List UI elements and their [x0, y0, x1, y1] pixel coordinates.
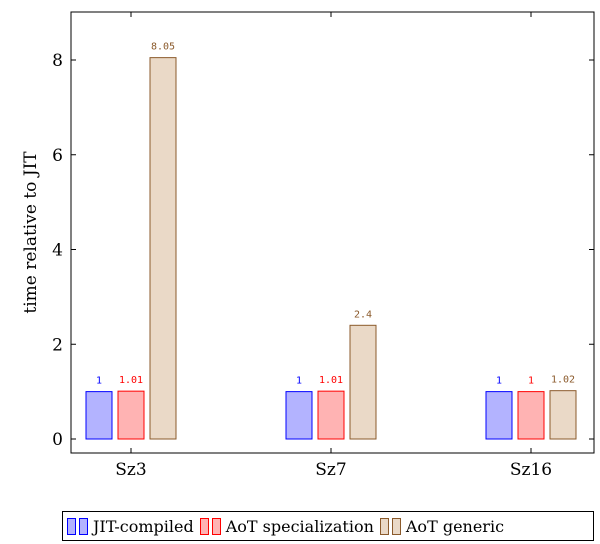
bar-value-label: 1.01	[119, 375, 143, 386]
y-tick-label: 0	[52, 430, 63, 450]
bar-value-label: 1.01	[319, 375, 343, 386]
y-tick-label: 4	[52, 241, 63, 261]
bar	[117, 390, 145, 440]
bar-value-label: 1	[528, 376, 534, 387]
plot-frame	[70, 11, 595, 454]
bar	[285, 391, 313, 440]
bar-value-label: 1.02	[551, 375, 575, 386]
y-axis-title: time relative to JIT	[21, 151, 41, 314]
legend: JIT-compiled AoT specialization AoT gene…	[62, 511, 594, 541]
legend-swatch-aot-gen-2	[391, 517, 401, 535]
legend-label-aot-specialization: AoT specialization	[225, 516, 374, 536]
bar-value-label: 8.05	[151, 42, 175, 53]
bar-value-label: 1	[96, 376, 102, 387]
bars	[85, 57, 577, 440]
legend-entry-jit: JIT-compiled	[67, 517, 194, 536]
x-tick-label: Sz16	[510, 460, 552, 480]
bar	[485, 391, 513, 440]
bar	[149, 57, 177, 440]
bar	[349, 324, 377, 440]
data-labels: 1 1 1 1.01 1.01 1 8.05 2.4 1.02	[96, 42, 575, 387]
bar	[549, 390, 577, 440]
y-tick-label: 2	[52, 335, 63, 355]
legend-swatch-jit-1	[67, 517, 76, 535]
legend-label-aot-generic: AoT generic	[405, 516, 505, 536]
bar	[517, 391, 545, 440]
legend-swatch-jit-2	[79, 517, 88, 535]
bar-value-label: 1	[496, 376, 502, 387]
legend-entry-aot-specialization: AoT specialization	[199, 516, 374, 536]
axes	[70, 11, 595, 454]
y-tick-label: 8	[52, 51, 63, 71]
tick-labels: 0 2 4 6 8 Sz3 Sz7 Sz16	[52, 51, 552, 480]
x-tick-label: Sz7	[315, 460, 346, 480]
legend-swatch-aot-spec-2	[211, 517, 221, 535]
legend-label-jit: JIT-compiled	[93, 516, 194, 536]
legend-entry-aot-generic: AoT generic	[379, 516, 505, 536]
legend-swatch-aot-gen-1	[379, 517, 389, 535]
y-tick-label: 6	[52, 146, 63, 166]
legend-swatch-aot-spec-1	[199, 517, 209, 535]
bar	[85, 391, 113, 440]
bar	[317, 390, 345, 440]
bar-value-label: 1	[296, 376, 302, 387]
x-tick-label: Sz3	[115, 460, 146, 480]
bar-value-label: 2.4	[354, 309, 372, 320]
